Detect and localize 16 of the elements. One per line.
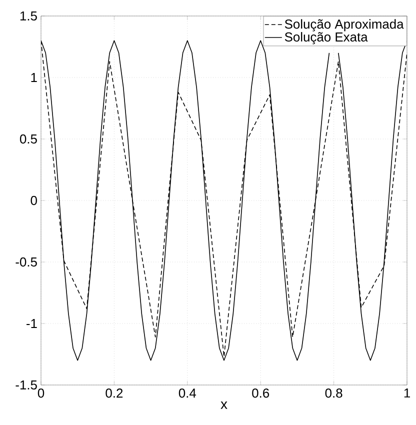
y-tick-label: -0.5 <box>16 257 37 267</box>
x-tick-label: 0.2 <box>106 388 123 398</box>
legend-label: Solução Aproximada <box>284 19 404 32</box>
x-tick-label: 0 <box>38 388 44 398</box>
y-tick-label: 0 <box>30 196 37 206</box>
x-axis-title: x <box>220 402 228 409</box>
x-tick-label: 1 <box>404 388 410 398</box>
y-tick-label: 1.5 <box>20 11 37 21</box>
x-tick-label: 0.4 <box>178 388 196 398</box>
x-tick-label: 0.8 <box>325 388 342 398</box>
x-tick-label: 0.6 <box>252 388 270 398</box>
y-tick-label: -1.5 <box>16 380 37 390</box>
y-tick-label: 0.5 <box>20 134 37 144</box>
y-tick-label: -1 <box>26 319 37 328</box>
legend-label: Solução Exata <box>284 32 368 44</box>
y-tick-label: 1 <box>31 73 37 82</box>
